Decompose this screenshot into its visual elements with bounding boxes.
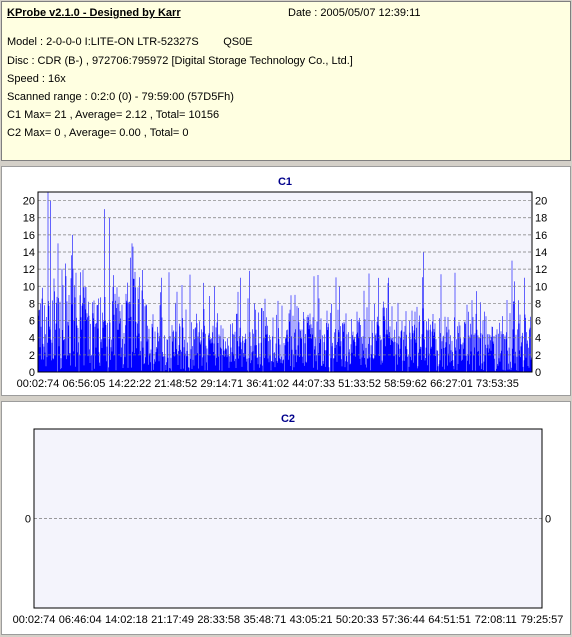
c1-y-tick-left: 16 (23, 230, 35, 242)
c2-x-tick: 14:02:18 (105, 614, 148, 626)
c2-x-tick: 28:33:58 (197, 614, 240, 626)
c1-x-tick: 44:07:33 (292, 378, 335, 390)
c1-y-tick-right: 6 (535, 316, 541, 328)
c2-x-tick: 06:46:04 (59, 614, 102, 626)
c2-x-tick: 50:20:33 (336, 614, 379, 626)
c1-x-tick: 29:14:71 (200, 378, 243, 390)
c1-y-tick-left: 20 (23, 196, 35, 208)
c1-y-tick-left: 10 (23, 281, 35, 293)
c1-x-tick: 51:33:52 (338, 378, 381, 390)
c1-x-tick: 21:48:52 (154, 378, 197, 390)
c2-x-tick: 00:02:74 (13, 614, 56, 626)
c1-y-tick-right: 18 (535, 213, 547, 225)
c1-plot-frame (37, 191, 533, 373)
c2-x-tick: 21:17:49 (151, 614, 194, 626)
c1-y-tick-right: 20 (535, 196, 547, 208)
app-title: KProbe v2.1.0 - Designed by Karr (7, 7, 181, 19)
c1-x-tick: 06:56:05 (63, 378, 106, 390)
c1-plot-area (38, 192, 532, 372)
c1-y-tick-left: 14 (23, 247, 35, 259)
c1-x-tick: 66:27:01 (430, 378, 473, 390)
c1-x-tick: 36:41:02 (246, 378, 289, 390)
c2-chart-title: C2 (281, 413, 295, 425)
c1-y-tick-left: 4 (29, 333, 35, 345)
c1-y-tick-right: 14 (535, 247, 547, 259)
c2-x-tick: 72:08:11 (475, 614, 517, 626)
c1-x-tick: 14:22:22 (108, 378, 151, 390)
c1-x-tick: 73:53:35 (476, 378, 519, 390)
c1-summary: C1 Max= 21 , Average= 2.12 , Total= 1015… (7, 109, 220, 121)
c2-x-tick: 43:05:21 (290, 614, 333, 626)
c1-y-tick-right: 0 (535, 367, 541, 379)
c2-plot-area (34, 429, 542, 608)
model-line: Model : 2-0-0-0 I:LITE-ON LTR-52327S QS0… (7, 36, 253, 48)
c2-y-tick-left: 0 (25, 514, 31, 526)
c1-chart: C1 0 0 2 2 4 4 6 6 8 8 10 10 12 12 14 14 16 16 18 18 20 20 00:0… (17, 176, 548, 390)
range-line: Scanned range : 0:2:0 (0) - 79:59:00 (57… (7, 91, 234, 103)
c2-plot-frame (33, 428, 543, 609)
c1-y-tick-right: 10 (535, 281, 547, 293)
c1-x-tick: 58:59:62 (384, 378, 427, 390)
scan-date: Date : 2005/05/07 12:39:11 (288, 7, 421, 19)
c2-y-tick-right: 0 (545, 514, 551, 526)
c1-y-tick-left: 2 (29, 350, 35, 362)
c1-y-tick-left: 6 (29, 316, 35, 328)
c2-x-tick: 35:48:71 (243, 614, 286, 626)
c1-chart-title: C1 (278, 176, 292, 188)
c1-y-tick-right: 8 (535, 298, 541, 310)
c2-summary: C2 Max= 0 , Average= 0.00 , Total= 0 (7, 127, 189, 139)
c1-x-tick: 00:02:74 (17, 378, 60, 390)
c2-chart-panel: C2 0 0 00:02:74 06:46:04 14:02:18 21:17:49 28:3… (1, 401, 571, 635)
c1-y-tick-left: 18 (23, 213, 35, 225)
c1-y-tick-right: 4 (535, 333, 541, 345)
info-panel: KProbe v2.1.0 - Designed by Karr Date : … (1, 1, 571, 161)
c2-x-tick: 79:25:57 (521, 614, 564, 626)
c1-y-tick-left: 0 (29, 367, 35, 379)
c1-y-tick-right: 2 (535, 350, 541, 362)
speed-line: Speed : 16x (7, 73, 66, 85)
c1-y-tick-right: 16 (535, 230, 547, 242)
c2-x-tick: 64:51:51 (428, 614, 471, 626)
c1-y-tick-left: 12 (23, 264, 35, 276)
c1-y-tick-right: 12 (535, 264, 547, 276)
c1-chart-panel: C1 0 0 2 2 4 4 6 6 8 8 10 10 12 12 14 14 16 16 18 18 20 20 00:0… (1, 166, 571, 396)
c2-chart: C2 0 0 00:02:74 06:46:04 14:02:18 21:17:49 28:3… (13, 413, 564, 626)
disc-line: Disc : CDR (B-) , 972706:795972 [Digital… (7, 55, 353, 67)
c1-y-tick-left: 8 (29, 298, 35, 310)
c2-x-tick: 57:36:44 (382, 614, 425, 626)
